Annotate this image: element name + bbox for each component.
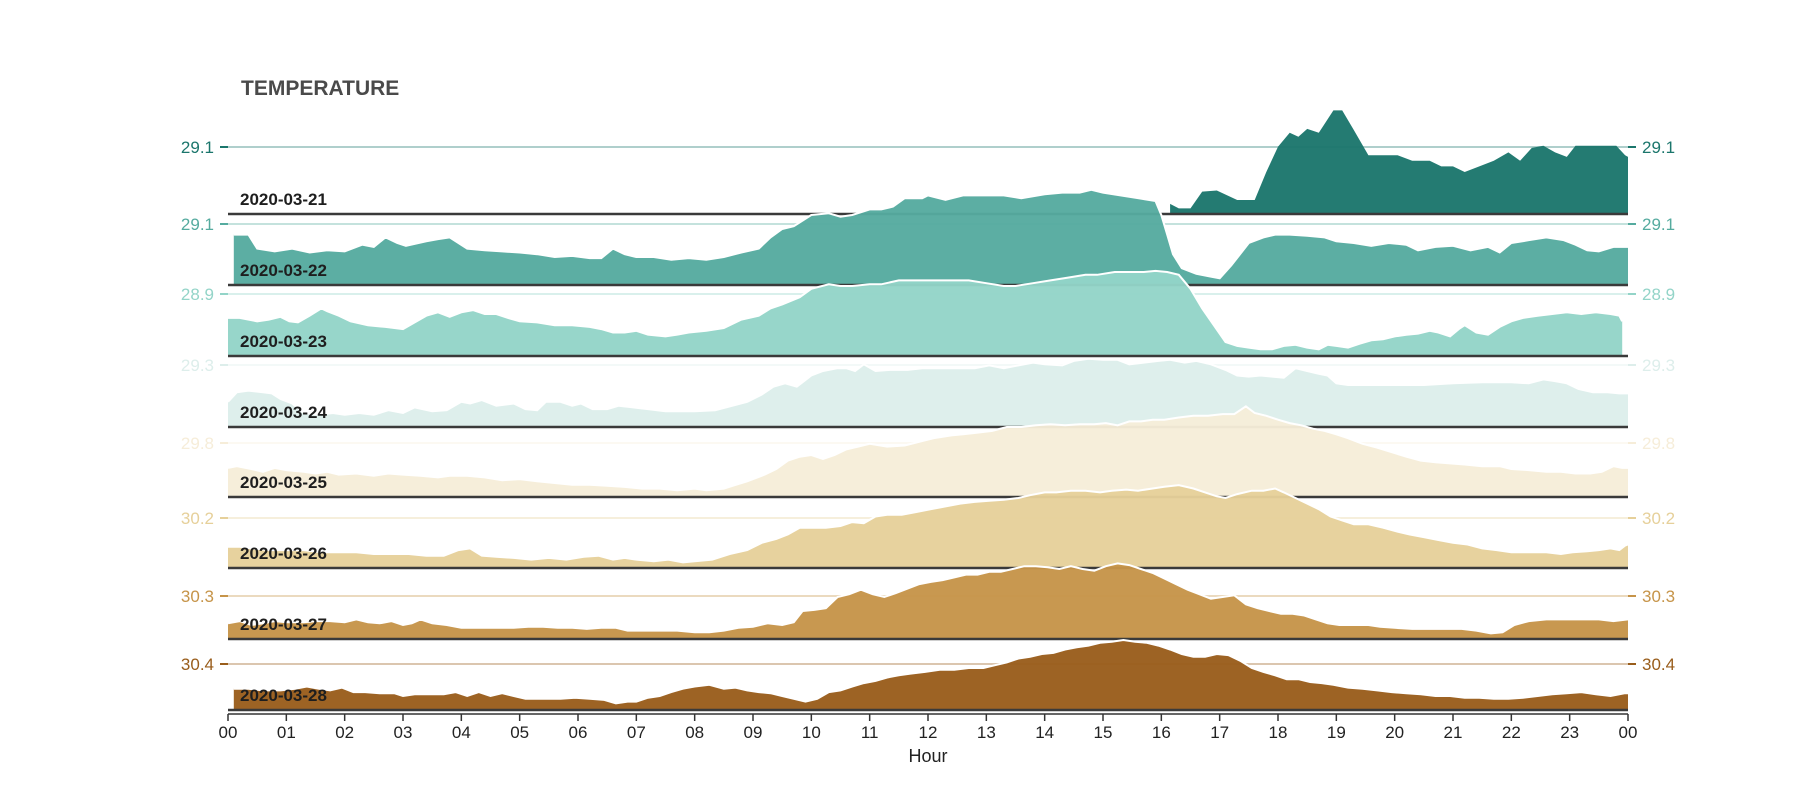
series-date-label: 2020-03-28	[240, 686, 327, 705]
series-date-label: 2020-03-24	[240, 403, 328, 422]
x-tick-label: 03	[394, 723, 413, 742]
series-area	[228, 485, 1628, 568]
series-area	[233, 640, 1628, 710]
reference-label-right: 29.3	[1642, 356, 1675, 375]
series-outline	[227, 562, 1629, 635]
series-date-label: 2020-03-22	[240, 261, 327, 280]
series-outline	[227, 405, 1628, 492]
reference-label-left: 30.4	[181, 655, 214, 674]
chart-title: TEMPERATURE	[241, 77, 399, 100]
x-tick-label: 16	[1152, 723, 1171, 742]
series-area	[228, 270, 1623, 356]
reference-label-right: 29.1	[1642, 215, 1675, 234]
reference-label-left: 30.3	[181, 587, 214, 606]
x-tick-label: 17	[1210, 723, 1229, 742]
x-tick-label: 09	[744, 723, 763, 742]
x-axis-title: Hour	[908, 746, 947, 766]
series-area	[233, 189, 1628, 285]
series-date-label: 2020-03-21	[240, 190, 327, 209]
reference-label-right: 30.2	[1642, 509, 1675, 528]
reference-label-right: 30.3	[1642, 587, 1675, 606]
x-tick-label: 15	[1094, 723, 1113, 742]
reference-label-left: 30.2	[181, 509, 214, 528]
x-tick-label: 01	[277, 723, 296, 742]
x-tick-label: 06	[569, 723, 588, 742]
series-date-label: 2020-03-25	[240, 473, 327, 492]
x-tick-label: 14	[1035, 723, 1054, 742]
x-tick-label: 04	[452, 723, 471, 742]
series-outline	[228, 484, 1629, 564]
reference-label-right: 29.8	[1642, 434, 1675, 453]
reference-label-left: 28.9	[181, 285, 214, 304]
series-date-label: 2020-03-23	[240, 332, 327, 351]
x-tick-label: 23	[1560, 723, 1579, 742]
x-tick-label: 11	[861, 723, 879, 742]
reference-label-right: 30.4	[1642, 655, 1675, 674]
x-tick-label: 00	[1619, 723, 1638, 742]
series-outline	[227, 357, 1628, 416]
series-area	[228, 406, 1628, 497]
reference-label-left: 29.8	[181, 434, 214, 453]
reference-label-left: 29.3	[181, 356, 214, 375]
x-tick-label: 20	[1385, 723, 1404, 742]
reference-label-right: 28.9	[1642, 285, 1675, 304]
x-tick-label: 18	[1269, 723, 1288, 742]
x-axis: 00 01 02 03 04 05 06 07 08 09 10 11 12 13 14 15 16 17 18 19…	[219, 713, 1638, 742]
reference-label-left: 29.1	[181, 138, 214, 157]
x-tick-label: 13	[977, 723, 996, 742]
series-outline	[233, 638, 1628, 705]
reference-label-left: 29.1	[181, 215, 214, 234]
x-tick-label: 12	[919, 723, 938, 742]
x-tick-label: 07	[627, 723, 646, 742]
series-outline	[233, 188, 1628, 280]
reference-label-right: 29.1	[1642, 138, 1675, 157]
x-tick-label: 19	[1327, 723, 1346, 742]
series-area	[228, 563, 1628, 639]
series-area	[1170, 110, 1628, 214]
series-date-label: 2020-03-26	[240, 544, 327, 563]
series-date-label: 2020-03-27	[240, 615, 327, 634]
x-tick-label: 21	[1444, 723, 1463, 742]
x-tick-label: 00	[219, 723, 238, 742]
x-tick-label: 10	[802, 723, 821, 742]
x-tick-label: 08	[685, 723, 704, 742]
x-tick-label: 22	[1502, 723, 1521, 742]
x-tick-label: 05	[510, 723, 529, 742]
series-area	[228, 358, 1628, 427]
x-tick-label: 02	[335, 723, 354, 742]
ridgeline-rows: 29.1 29.1 29.1 29.1 28.9 28.9 29.3 29.3 29.8 29.8…	[181, 110, 1675, 712]
series-outline	[228, 269, 1624, 351]
